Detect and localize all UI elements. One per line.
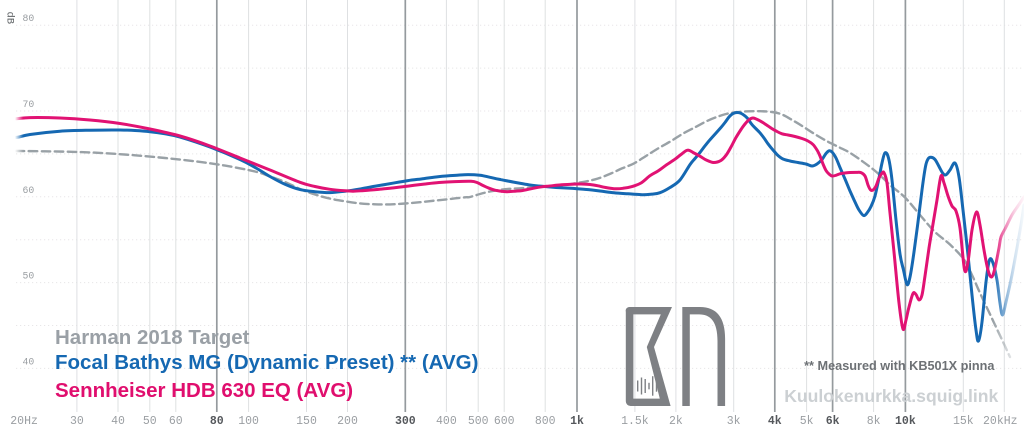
svg-text:Focal Bathys MG (Dynamic Prese: Focal Bathys MG (Dynamic Preset) ** (AVG…	[55, 351, 478, 374]
svg-text:Kuulokenurkka.squig.link: Kuulokenurkka.squig.link	[784, 386, 998, 406]
svg-text:10k: 10k	[895, 415, 916, 428]
svg-text:100: 100	[238, 415, 259, 428]
svg-text:30: 30	[70, 415, 84, 428]
svg-text:150: 150	[296, 415, 317, 428]
svg-text:80: 80	[210, 415, 224, 428]
svg-text:300: 300	[395, 415, 416, 428]
svg-text:600: 600	[494, 415, 515, 428]
svg-text:20kHz: 20kHz	[983, 415, 1018, 428]
svg-text:40: 40	[23, 356, 35, 367]
svg-text:Sennheiser HDB 630 EQ (AVG): Sennheiser HDB 630 EQ (AVG)	[55, 379, 353, 402]
svg-text:80: 80	[23, 13, 35, 24]
svg-text:** Measured with KB501X pinna: ** Measured with KB501X pinna	[804, 359, 995, 373]
svg-text:1.5k: 1.5k	[621, 415, 649, 428]
svg-text:2k: 2k	[669, 415, 683, 428]
svg-text:50: 50	[143, 415, 157, 428]
svg-text:40: 40	[111, 415, 125, 428]
svg-text:dB: dB	[4, 12, 16, 25]
svg-text:500: 500	[468, 415, 489, 428]
svg-text:400: 400	[436, 415, 457, 428]
svg-text:200: 200	[337, 415, 358, 428]
svg-text:800: 800	[535, 415, 556, 428]
svg-text:8k: 8k	[867, 415, 881, 428]
svg-text:50: 50	[23, 271, 35, 282]
svg-text:5k: 5k	[800, 415, 814, 428]
svg-text:70: 70	[23, 99, 35, 110]
svg-text:60: 60	[23, 185, 35, 196]
svg-text:3k: 3k	[727, 415, 741, 428]
svg-text:15k: 15k	[953, 415, 974, 428]
svg-text:Harman 2018 Target: Harman 2018 Target	[55, 326, 250, 349]
svg-text:1k: 1k	[570, 415, 584, 428]
svg-text:4k: 4k	[768, 415, 782, 428]
svg-text:20Hz: 20Hz	[10, 415, 38, 428]
svg-text:6k: 6k	[826, 415, 840, 428]
svg-text:60: 60	[169, 415, 183, 428]
